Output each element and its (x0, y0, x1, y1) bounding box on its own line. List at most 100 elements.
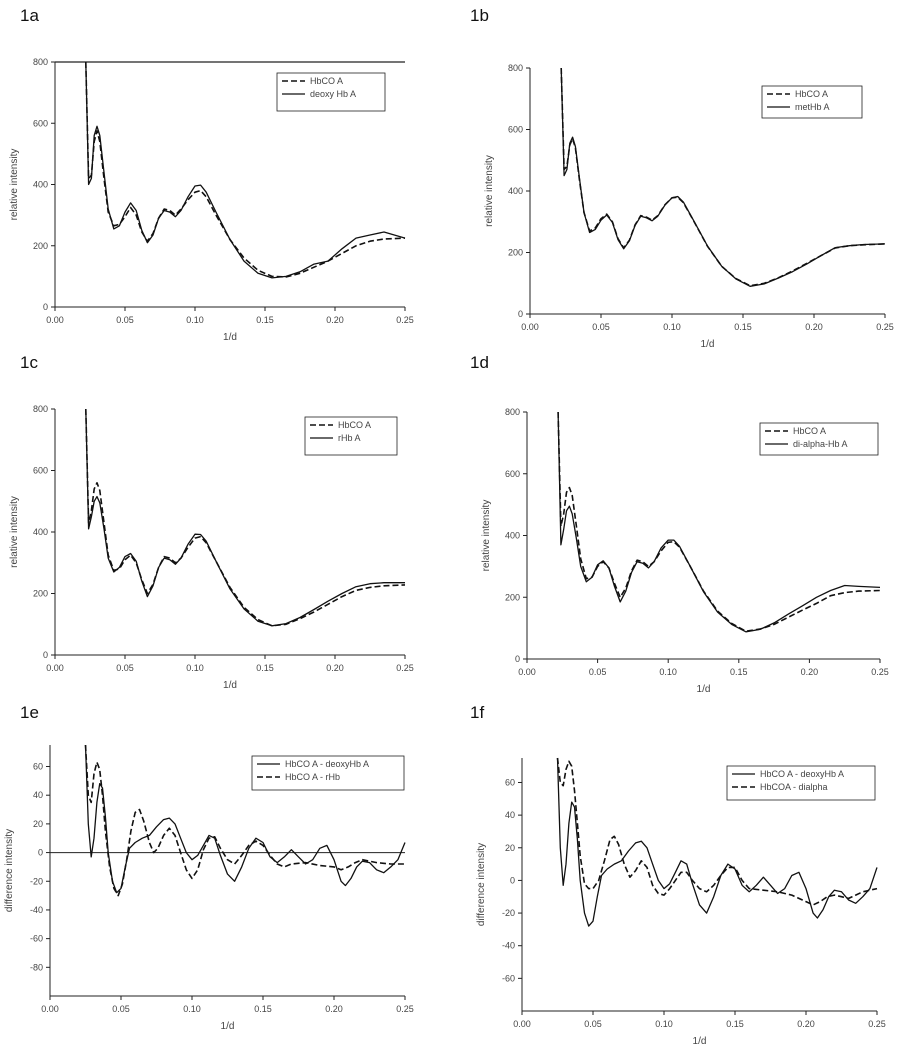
x-tick-label-1c-3: 0.15 (256, 663, 274, 673)
y-tick-label-1a-4: 800 (33, 57, 48, 67)
x-tick-label-1a-4: 0.20 (326, 315, 344, 325)
y-tick-label-1e-5: 20 (33, 819, 43, 829)
legend-label-1d-1: di-alpha-Hb A (793, 439, 848, 449)
chart-1e: 0.00 0.05 0.10 0.15 0.20 0.25 -80 -60 -40 -20 0 20 4… (4, 744, 414, 1032)
x-tick-label-1b-2: 0.10 (663, 322, 681, 332)
x-axis-label-1e: 1/d (221, 1021, 235, 1032)
x-tick-label-1d-0: 0.00 (518, 667, 536, 677)
y-tick-label-1c-2: 400 (33, 527, 48, 537)
x-tick-label-1a-2: 0.10 (186, 315, 204, 325)
legend-label-1c-0: HbCO A (338, 420, 371, 430)
chart-1c: 0.00 0.05 0.10 0.15 0.20 0.25 0 200 400 600 800 1/d… (9, 404, 414, 691)
x-tick-label-1f-1: 0.05 (584, 1019, 602, 1029)
y-axis-label-1b: relative intensity (484, 155, 495, 227)
y-tick-label-1f-0: -60 (502, 973, 515, 983)
x-tick-label-1f-4: 0.20 (797, 1019, 815, 1029)
y-tick-label-1c-3: 600 (33, 466, 48, 476)
x-axis-label-1d: 1/d (697, 684, 711, 695)
legend-box-1f (726, 765, 876, 801)
y-tick-label-1d-1: 200 (505, 592, 520, 602)
legend-label-1b-1: metHb A (795, 102, 830, 112)
series-line-1d-0 (557, 411, 881, 632)
series-line-1f-0 (556, 757, 878, 927)
y-axis-label-1f: difference intensity (476, 843, 487, 926)
y-axis-label-1c: relative intensity (9, 496, 20, 568)
y-tick-label-1e-3: -20 (30, 876, 43, 886)
y-axis-label-1a: relative intensity (9, 149, 20, 221)
panel-label-1d: 1d (470, 353, 489, 372)
y-tick-label-1c-0: 0 (43, 650, 48, 660)
x-tick-label-1c-4: 0.20 (326, 663, 344, 673)
legend-box-1c (304, 416, 398, 456)
legend-label-1c-1: rHb A (338, 433, 361, 443)
x-tick-label-1b-0: 0.00 (521, 322, 539, 332)
y-tick-label-1d-0: 0 (515, 654, 520, 664)
panel-label-1e: 1e (20, 703, 39, 722)
legend-box-1d (759, 422, 879, 456)
x-tick-label-1b-1: 0.05 (592, 322, 610, 332)
series-line-1b-1 (560, 67, 886, 287)
chart-1f: 0.00 0.05 0.10 0.15 0.20 0.25 -60 -40 -20 0 20 40 60… (476, 757, 886, 1047)
series-line-1a-1 (85, 61, 406, 279)
y-tick-label-1e-6: 40 (33, 790, 43, 800)
series-line-1e-1 (84, 744, 405, 897)
x-tick-label-1e-0: 0.00 (41, 1004, 59, 1014)
y-tick-label-1b-2: 400 (508, 186, 523, 196)
x-tick-label-1f-2: 0.10 (655, 1019, 673, 1029)
x-tick-label-1e-3: 0.15 (254, 1004, 272, 1014)
y-tick-label-1f-5: 40 (505, 810, 515, 820)
x-tick-label-1f-3: 0.15 (726, 1019, 744, 1029)
y-tick-label-1a-3: 600 (33, 118, 48, 128)
x-tick-label-1c-5: 0.25 (396, 663, 414, 673)
legend-label-1b-0: HbCO A (795, 89, 828, 99)
y-tick-label-1f-1: -40 (502, 941, 515, 951)
legend-label-1a-1: deoxy Hb A (310, 89, 356, 99)
x-tick-label-1c-2: 0.10 (186, 663, 204, 673)
series-line-1c-0 (85, 408, 406, 627)
x-tick-label-1d-4: 0.20 (801, 667, 819, 677)
x-tick-label-1e-1: 0.05 (112, 1004, 130, 1014)
x-tick-label-1d-3: 0.15 (730, 667, 748, 677)
y-tick-label-1d-4: 800 (505, 407, 520, 417)
x-tick-label-1b-4: 0.20 (805, 322, 823, 332)
chart-1a: 0.00 0.05 0.10 0.15 0.20 0.25 0 200 400 600 800 1/d… (9, 57, 414, 343)
x-tick-label-1f-5: 0.25 (868, 1019, 886, 1029)
y-tick-label-1d-2: 400 (505, 531, 520, 541)
x-tick-label-1d-1: 0.05 (589, 667, 607, 677)
x-tick-label-1a-0: 0.00 (46, 315, 64, 325)
chart-1d: 0.00 0.05 0.10 0.15 0.20 0.25 0 200 400 600 800 1/d… (481, 407, 889, 695)
x-axis-label-1c: 1/d (223, 680, 237, 691)
legend-label-1e-1: HbCO A - rHb (285, 772, 340, 782)
y-tick-label-1b-1: 200 (508, 248, 523, 258)
panel-label-1c: 1c (20, 353, 38, 372)
y-tick-label-1f-4: 20 (505, 843, 515, 853)
y-tick-label-1e-1: -60 (30, 934, 43, 944)
x-tick-label-1a-3: 0.15 (256, 315, 274, 325)
legend-box-1e (251, 755, 405, 791)
y-tick-label-1f-3: 0 (510, 875, 515, 885)
panel-label-1f: 1f (470, 703, 485, 722)
panel-label-1a: 1a (20, 6, 39, 25)
legend-label-1f-1: HbCOA - dialpha (760, 782, 828, 792)
x-tick-label-1c-0: 0.00 (46, 663, 64, 673)
y-tick-label-1e-2: -40 (30, 905, 43, 915)
x-tick-label-1c-1: 0.05 (116, 663, 134, 673)
legend-label-1d-0: HbCO A (793, 426, 826, 436)
y-tick-label-1e-4: 0 (38, 848, 43, 858)
x-axis-label-1a: 1/d (223, 332, 237, 343)
legend-label-1a-0: HbCO A (310, 76, 343, 86)
chart-1b: 0.00 0.05 0.10 0.15 0.20 0.25 0 200 400 600 800 1/d… (484, 63, 894, 350)
y-axis-label-1e: difference intensity (4, 829, 15, 912)
y-tick-label-1f-2: -20 (502, 908, 515, 918)
y-tick-label-1b-3: 600 (508, 125, 523, 135)
x-tick-label-1d-2: 0.10 (659, 667, 677, 677)
x-axis-label-1b: 1/d (701, 339, 715, 350)
y-tick-label-1f-6: 60 (505, 777, 515, 787)
y-tick-label-1d-3: 600 (505, 469, 520, 479)
x-tick-label-1e-4: 0.20 (325, 1004, 343, 1014)
y-tick-label-1b-4: 800 (508, 63, 523, 73)
x-axis-label-1f: 1/d (693, 1036, 707, 1047)
series-line-1f-1 (556, 757, 878, 906)
x-tick-label-1b-3: 0.15 (734, 322, 752, 332)
